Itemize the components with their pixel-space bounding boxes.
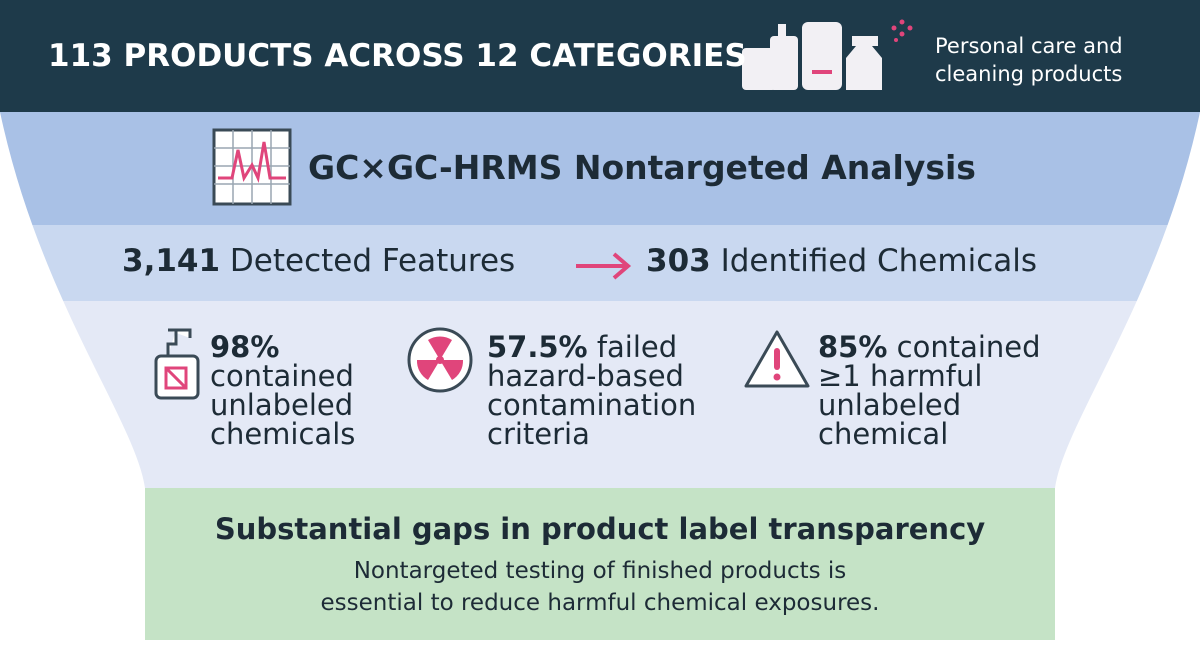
header-title: 113 PRODUCTS ACROSS 12 CATEGORIES <box>48 38 747 74</box>
stat-value: 85% <box>818 330 888 364</box>
stat-line: contained <box>896 330 1041 364</box>
dispenser-icon <box>154 328 200 400</box>
stat-line: chemicals <box>210 417 356 451</box>
count: 303 <box>646 243 711 279</box>
conclusion-band <box>0 488 1200 640</box>
stat-line: criteria <box>487 417 590 451</box>
stat-line: ≥1 harmful <box>818 359 983 393</box>
product-icons <box>742 19 913 90</box>
stat-line: unlabeled <box>818 388 962 422</box>
chromatogram-icon <box>212 128 292 206</box>
stat-line: contained <box>210 359 354 393</box>
stat: 57.5% failed hazard-based contamination … <box>487 333 696 449</box>
pipeline-to: 303 Identified Chemicals <box>646 243 1037 279</box>
method-title: GC×GC-HRMS Nontargeted Analysis <box>308 148 976 187</box>
stat-line: failed <box>596 330 678 364</box>
arrow <box>576 252 632 280</box>
stat-value: 98% <box>210 330 280 364</box>
method-band <box>0 112 1200 225</box>
stat-value: 57.5% <box>487 330 588 364</box>
label: Detected Features <box>229 243 516 279</box>
conclusion-line: essential to reduce harmful chemical exp… <box>320 590 880 616</box>
stat-line: contamination <box>487 388 697 422</box>
conclusion-title: Substantial gaps in product label transp… <box>214 512 986 546</box>
stat-line: unlabeled <box>210 388 354 422</box>
stat-line: hazard-based <box>487 359 684 393</box>
stat: 85% contained ≥1 harmful unlabeled chemi… <box>818 333 1041 449</box>
stat-line: chemical <box>818 417 949 451</box>
stats-band <box>0 301 1200 488</box>
warning-icon <box>744 330 810 388</box>
header-band <box>0 0 1200 112</box>
pipeline-from: 3,141 Detected Features <box>122 243 515 279</box>
count: 3,141 <box>122 243 221 279</box>
conclusion-line: Nontargeted testing of finished products… <box>353 558 847 584</box>
label: Identified Chemicals <box>720 243 1037 279</box>
radiation-icon <box>407 327 473 393</box>
header-caption: Personal care and <box>935 34 1123 58</box>
header-caption: cleaning products <box>935 62 1123 86</box>
pipeline-band <box>0 225 1200 301</box>
stat: 98% contained unlabeled chemicals <box>210 333 355 449</box>
